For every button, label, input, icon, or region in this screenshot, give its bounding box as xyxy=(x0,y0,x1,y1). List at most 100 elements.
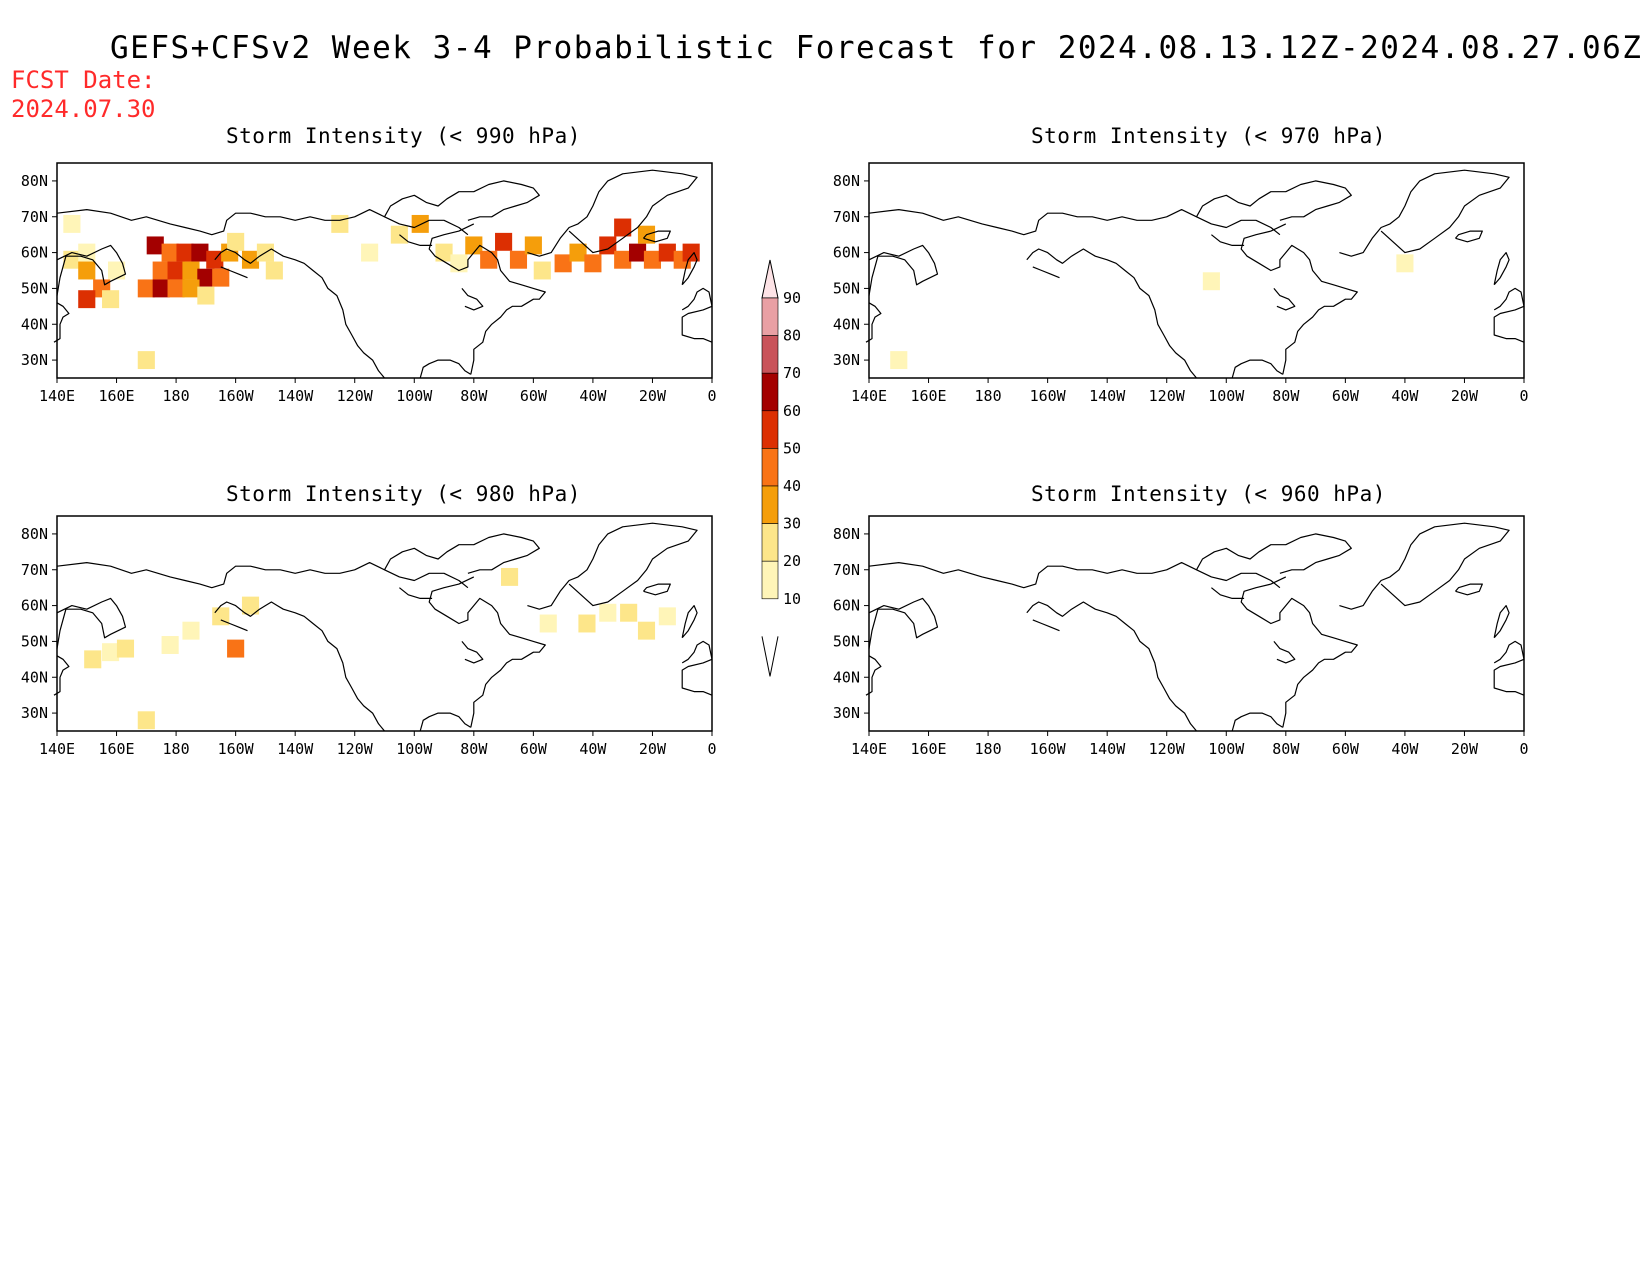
lon-tick-label: 160W xyxy=(218,740,255,758)
coastline xyxy=(1493,287,1525,343)
lat-tick-label: 60N xyxy=(21,597,48,615)
probability-cell xyxy=(182,621,200,640)
map-frame xyxy=(868,162,1525,379)
probability-cell xyxy=(212,268,230,287)
probability-field xyxy=(63,214,700,370)
lon-tick-label: 100W xyxy=(396,740,433,758)
lon-tick-label: 160E xyxy=(910,740,946,758)
lon-tick-label: 120W xyxy=(1149,387,1186,405)
probability-cell xyxy=(539,614,557,633)
colorbar-segment xyxy=(761,297,779,336)
colorbar: 90 80 70 60 50 40 30 20 10 xyxy=(761,259,801,677)
colorbar-label: 40 xyxy=(783,477,801,495)
lat-tick-label: 70N xyxy=(833,208,860,226)
probability-cell xyxy=(658,607,676,626)
probability-cell xyxy=(176,243,194,262)
lon-tick-label: 40W xyxy=(579,740,607,758)
lon-tick-label: 40W xyxy=(1391,740,1419,758)
colorbar-label: 80 xyxy=(783,327,801,345)
panel-title-970: Storm Intensity (< 970 hPa) xyxy=(1031,124,1386,148)
lon-tick-label: 0 xyxy=(707,740,716,758)
lat-tick-label: 70N xyxy=(21,561,48,579)
coastline xyxy=(1211,587,1245,599)
lon-tick-label: 100W xyxy=(1208,387,1245,405)
lon-tick-label: 140W xyxy=(277,387,314,405)
lat-tick-label: 50N xyxy=(21,632,48,650)
probability-cell xyxy=(137,279,155,298)
coastline xyxy=(865,655,882,696)
probability-cell xyxy=(643,250,662,269)
coastline xyxy=(643,583,671,596)
lon-tick-label: 20W xyxy=(639,387,667,405)
probability-cell xyxy=(480,250,498,269)
colorbar-segment xyxy=(761,372,779,412)
lat-tick-label: 30N xyxy=(21,704,48,722)
map-panel-3: 80N 70N 60N 50N 40N 30N 140E 160E 180 160W 140W 120… xyxy=(833,515,1529,758)
lat-tick-label: 60N xyxy=(833,597,860,615)
coastline xyxy=(1455,230,1483,243)
coastline xyxy=(681,605,698,639)
colorbar-label: 50 xyxy=(783,439,801,457)
map-panel-0: 80N 70N 60N 50N 40N 30N 140E 160E 180 160W 140W 120… xyxy=(21,162,717,405)
probability-cell xyxy=(265,261,283,280)
probability-cell xyxy=(212,607,230,626)
probability-cell xyxy=(435,243,453,262)
probability-cell xyxy=(599,603,617,622)
lon-tick-label: 160W xyxy=(1030,740,1067,758)
coastlines xyxy=(865,522,1525,732)
probability-cell xyxy=(620,603,638,622)
probability-cell xyxy=(102,290,120,309)
lat-tick-label: 80N xyxy=(21,172,48,190)
coastline xyxy=(214,248,385,379)
coastline xyxy=(214,601,385,732)
coastline xyxy=(1032,619,1060,632)
coastline xyxy=(1195,180,1352,221)
lat-tick-label: 50N xyxy=(833,279,860,297)
probability-cell xyxy=(84,650,102,669)
probability-cell xyxy=(533,261,551,280)
lat-tick-label: 30N xyxy=(21,351,48,369)
coastlines xyxy=(865,169,1525,379)
coastline xyxy=(53,302,70,343)
probability-cell xyxy=(524,236,542,255)
lat-tick-label: 70N xyxy=(21,208,48,226)
coastlines xyxy=(53,169,713,379)
lon-tick-label: 60W xyxy=(1332,387,1360,405)
lon-tick-label: 100W xyxy=(1208,740,1245,758)
probability-cell xyxy=(411,214,429,233)
lat-tick-label: 30N xyxy=(833,704,860,722)
probability-cell xyxy=(161,243,179,262)
coastline xyxy=(868,209,1281,236)
probability-cell xyxy=(637,621,656,640)
probability-cell xyxy=(182,261,200,280)
probability-cell xyxy=(241,596,260,615)
probability-cell xyxy=(167,279,185,298)
probability-cell xyxy=(241,250,260,269)
coastline xyxy=(681,252,698,286)
lon-tick-label: 120W xyxy=(1149,740,1186,758)
probability-cell xyxy=(107,261,126,280)
map-panel-2: 80N 70N 60N 50N 40N 30N 140E 160E 180 160W 140W 120… xyxy=(833,162,1529,405)
coastline xyxy=(527,522,698,610)
coastline xyxy=(1273,288,1296,311)
coastline xyxy=(220,266,248,279)
coastline xyxy=(643,230,671,243)
lon-tick-label: 140W xyxy=(1089,387,1126,405)
probability-field xyxy=(890,254,1414,370)
probability-cell xyxy=(161,636,179,654)
probability-cell xyxy=(197,286,215,305)
lat-tick-label: 70N xyxy=(833,561,860,579)
map-frame xyxy=(868,515,1525,732)
probability-cell xyxy=(578,614,596,633)
lon-tick-label: 160E xyxy=(98,387,134,405)
probability-cell xyxy=(78,290,96,309)
coastline xyxy=(399,234,433,246)
coastlines xyxy=(53,522,713,732)
probability-cell xyxy=(629,243,647,262)
lon-tick-label: 0 xyxy=(1519,740,1528,758)
coastline xyxy=(56,209,469,236)
lat-tick-label: 30N xyxy=(833,351,860,369)
probability-cell xyxy=(197,268,215,287)
lon-tick-label: 180 xyxy=(975,740,1002,758)
